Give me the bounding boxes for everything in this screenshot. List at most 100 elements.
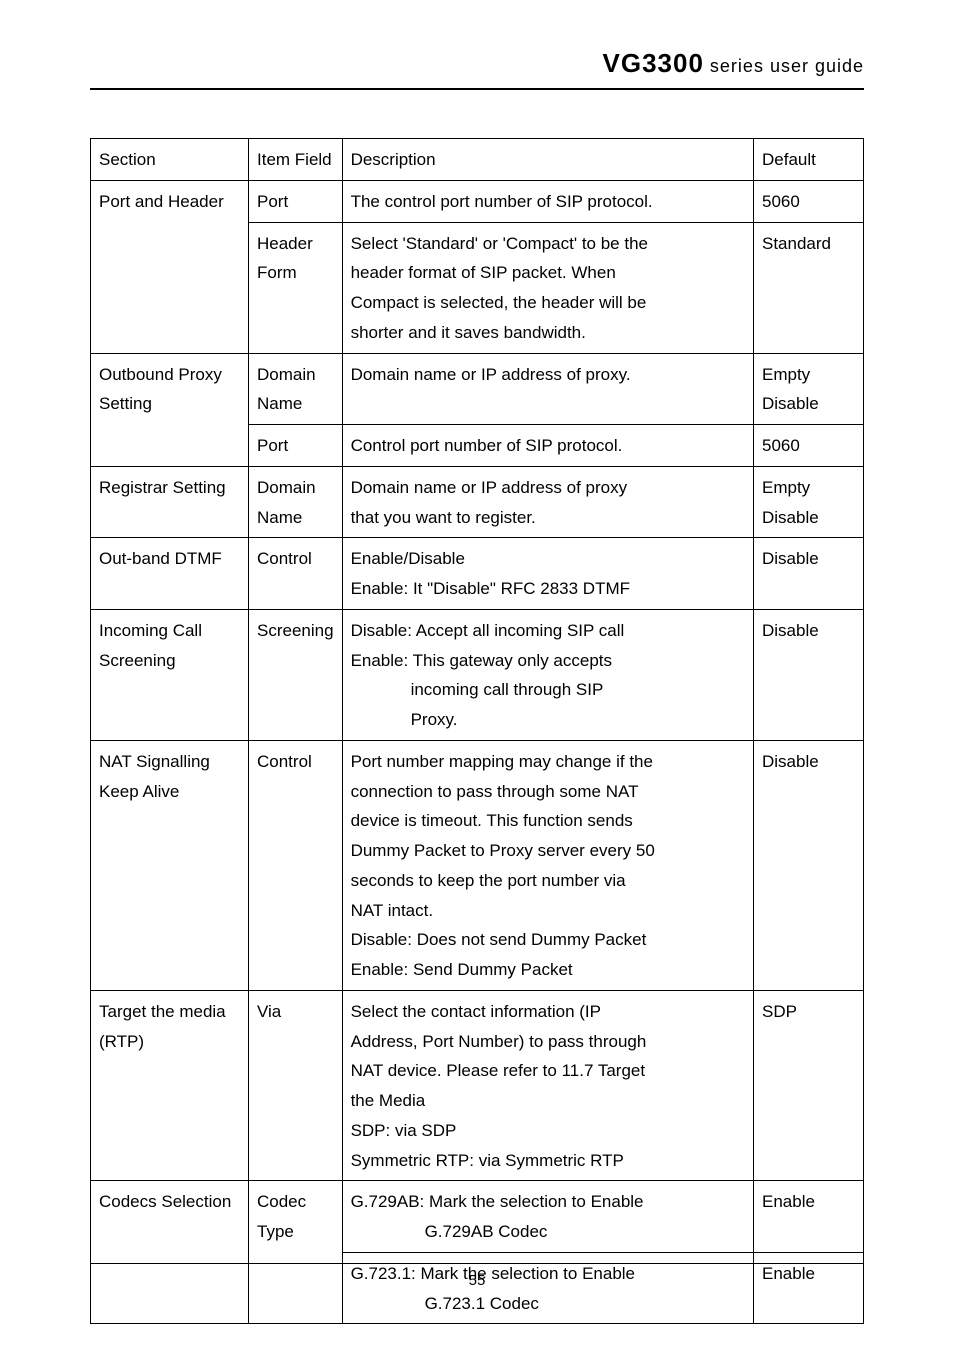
header-tagline: series user guide <box>704 56 864 76</box>
text: Disable: Does not send Dummy Packet <box>351 930 647 949</box>
cell-item: Control <box>249 740 343 990</box>
cell-item: Via <box>249 990 343 1181</box>
text: shorter and it saves bandwidth. <box>351 323 586 342</box>
cell-item: Domain Name <box>249 466 343 538</box>
cell-section: Target the media (RTP) <box>91 990 249 1181</box>
text: Empty <box>762 478 810 497</box>
th-item: Item Field <box>249 139 343 181</box>
text: Enable/Disable <box>351 549 465 568</box>
text: Domain <box>257 478 316 497</box>
table-row: Out-band DTMF Control Enable/Disable Ena… <box>91 538 864 610</box>
cell-item: Port <box>249 180 343 222</box>
text: Port number mapping may change if the <box>351 752 653 771</box>
table-row: Incoming Call Screening Screening Disabl… <box>91 609 864 740</box>
text: Keep Alive <box>99 782 179 801</box>
text: Select the contact information (IP <box>351 1002 601 1021</box>
text: G.723.1 Codec <box>351 1289 745 1319</box>
cell-item: Control <box>249 538 343 610</box>
cell-desc: The control port number of SIP protocol. <box>342 180 753 222</box>
page-footer: 55 <box>90 1263 864 1289</box>
header-rule <box>90 88 864 90</box>
cell-desc: Domain name or IP address of proxy that … <box>342 466 753 538</box>
text: Screening <box>99 651 176 670</box>
text: Domain name or IP address of proxy <box>351 478 628 497</box>
text: Disable <box>762 508 819 527</box>
cell-section: NAT Signalling Keep Alive <box>91 740 249 990</box>
cell-item: Screening <box>249 609 343 740</box>
cell-section: Incoming Call Screening <box>91 609 249 740</box>
text: Compact is selected, the header will be <box>351 293 647 312</box>
text: Symmetric RTP: via Symmetric RTP <box>351 1151 624 1170</box>
table-header-row: Section Item Field Description Default <box>91 139 864 181</box>
cell-desc: G.729AB: Mark the selection to Enable G.… <box>342 1181 753 1253</box>
cell-section: Out-band DTMF <box>91 538 249 610</box>
cell-desc: Port number mapping may change if the co… <box>342 740 753 990</box>
cell-desc: Disable: Accept all incoming SIP call En… <box>342 609 753 740</box>
text: Dummy Packet to Proxy server every 50 <box>351 841 655 860</box>
table-row: Codecs Selection Codec Type G.729AB: Mar… <box>91 1181 864 1253</box>
text: Outbound Proxy <box>99 365 222 384</box>
text: Form <box>257 263 297 282</box>
cell-default: SDP <box>754 990 864 1181</box>
table-row: Port and Header Port The control port nu… <box>91 180 864 222</box>
text: NAT intact. <box>351 901 434 920</box>
page-number: 55 <box>90 1272 864 1289</box>
text: G.729AB Codec <box>351 1217 745 1247</box>
text: that you want to register. <box>351 508 536 527</box>
text: G.729AB: Mark the selection to Enable <box>351 1192 644 1211</box>
text: NAT Signalling <box>99 752 210 771</box>
cell-section: Codecs Selection <box>91 1181 249 1324</box>
cell-default: Disable <box>754 740 864 990</box>
text: (RTP) <box>99 1032 144 1051</box>
cell-section: Port and Header <box>91 180 249 353</box>
cell-default: Disable <box>754 538 864 610</box>
text: Enable: This gateway only accepts <box>351 651 612 670</box>
text: connection to pass through some NAT <box>351 782 639 801</box>
cell-default: 5060 <box>754 180 864 222</box>
cell-desc: Enable/Disable Enable: It "Disable" RFC … <box>342 538 753 610</box>
cell-section: Outbound Proxy Setting <box>91 353 249 466</box>
text: Setting <box>99 394 152 413</box>
cell-default: Disable <box>754 609 864 740</box>
header-title: VG3300 series user guide <box>603 48 864 79</box>
cell-desc: Select the contact information (IP Addre… <box>342 990 753 1181</box>
text: Disable: Accept all incoming SIP call <box>351 621 625 640</box>
text: device is timeout. This function sends <box>351 811 633 830</box>
text: Target the media <box>99 1002 226 1021</box>
settings-table: Section Item Field Description Default P… <box>90 138 864 1324</box>
text: Name <box>257 508 302 527</box>
text: Domain <box>257 365 316 384</box>
text: Proxy. <box>351 705 745 735</box>
text: Type <box>257 1222 294 1241</box>
th-desc: Description <box>342 139 753 181</box>
text: seconds to keep the port number via <box>351 871 626 890</box>
cell-default: Enable <box>754 1181 864 1253</box>
text: incoming call through SIP <box>351 675 745 705</box>
cell-desc: Select 'Standard' or 'Compact' to be the… <box>342 222 753 353</box>
th-section: Section <box>91 139 249 181</box>
text: Name <box>257 394 302 413</box>
text: NAT device. Please refer to 11.7 Target <box>351 1061 646 1080</box>
table-row: Registrar Setting Domain Name Domain nam… <box>91 466 864 538</box>
cell-item: Port <box>249 425 343 467</box>
cell-default: Standard <box>754 222 864 353</box>
text: Codec <box>257 1192 306 1211</box>
th-default: Default <box>754 139 864 181</box>
text: Address, Port Number) to pass through <box>351 1032 647 1051</box>
table-row: Outbound Proxy Setting Domain Name Domai… <box>91 353 864 425</box>
text: Header <box>257 234 313 253</box>
text: Enable: It "Disable" RFC 2833 DTMF <box>351 579 630 598</box>
text: the Media <box>351 1091 426 1110</box>
cell-default: Empty Disable <box>754 353 864 425</box>
cell-item: Codec Type <box>249 1181 343 1324</box>
text: Disable <box>762 394 819 413</box>
cell-section: Registrar Setting <box>91 466 249 538</box>
cell-default: Empty Disable <box>754 466 864 538</box>
page-header: VG3300 series user guide <box>90 48 864 118</box>
cell-default: 5060 <box>754 425 864 467</box>
text: header format of SIP packet. When <box>351 263 616 282</box>
footer-rule <box>90 1263 864 1264</box>
header-model: VG3300 <box>603 48 704 78</box>
text: Empty <box>762 365 810 384</box>
text: Enable: Send Dummy Packet <box>351 960 573 979</box>
